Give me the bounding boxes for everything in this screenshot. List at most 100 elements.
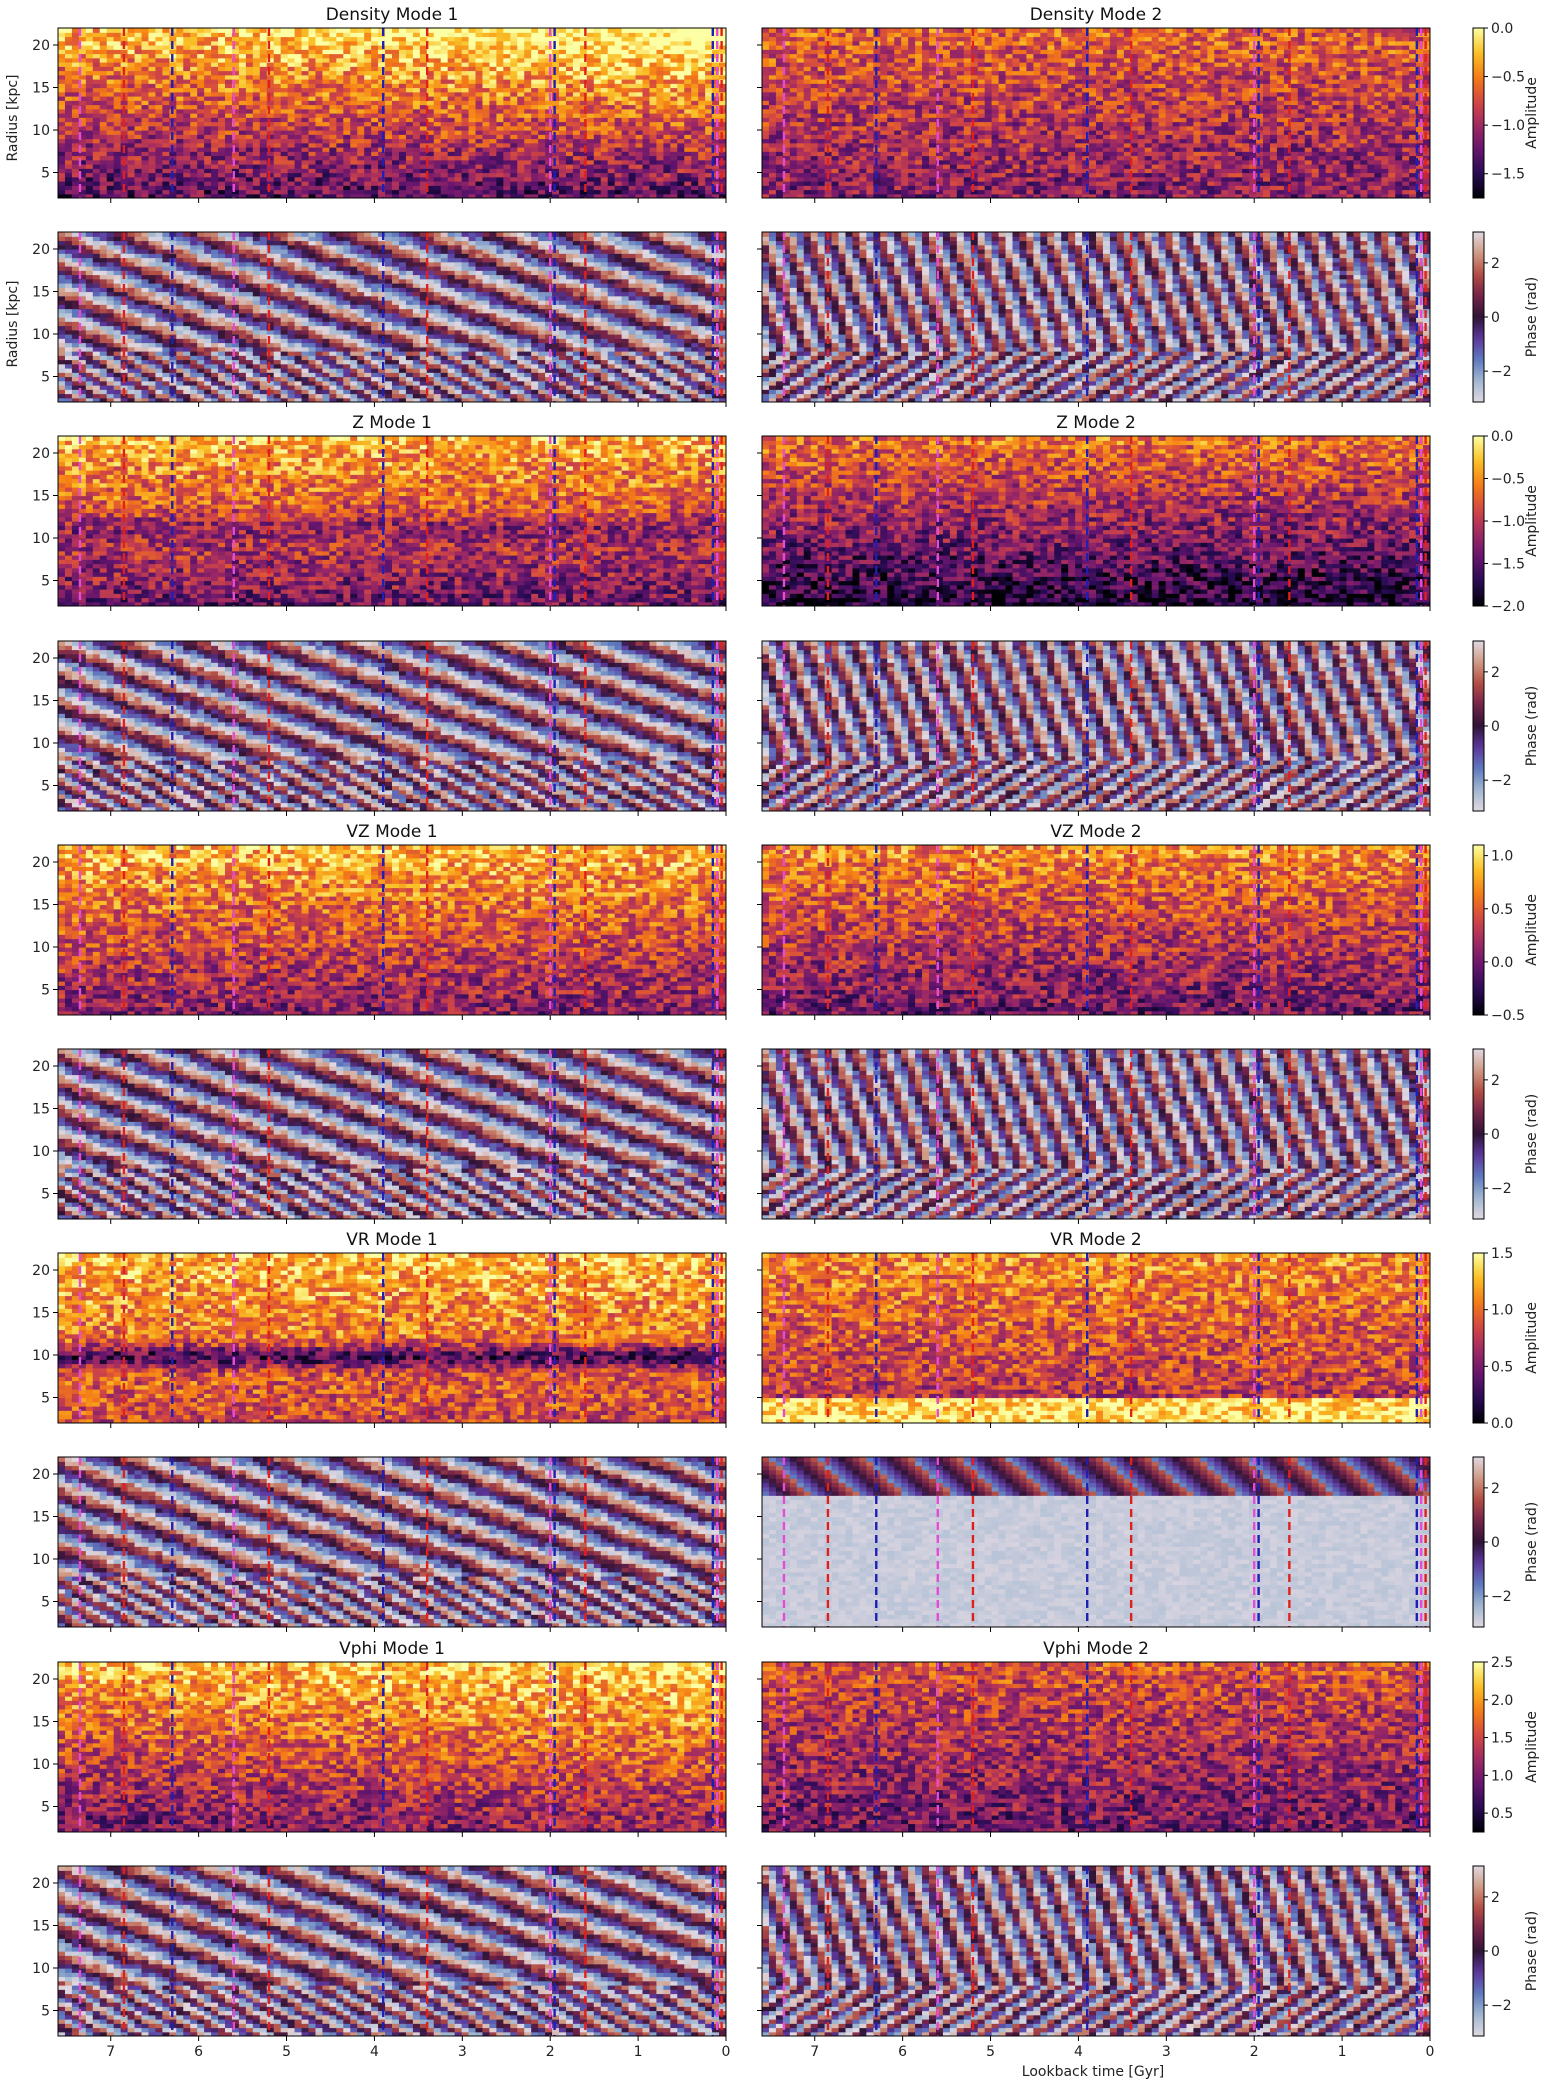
heatmap-cell (656, 41, 664, 46)
heatmap-cell (58, 177, 66, 182)
heatmap-cell (531, 41, 539, 46)
heatmap-cell (776, 190, 784, 195)
heatmap-cell (601, 83, 609, 88)
heatmap-cell (790, 173, 798, 178)
heatmap-cell (253, 173, 261, 178)
heatmap-cell (455, 122, 463, 127)
heatmap-cell (448, 54, 456, 59)
heatmap-cell (413, 88, 421, 93)
heatmap-cell (510, 37, 518, 42)
heatmap-cell (322, 147, 330, 152)
heatmap-cell (705, 168, 713, 173)
heatmap-cell (399, 143, 407, 148)
heatmap-cell (524, 164, 532, 169)
heatmap-cell (594, 79, 602, 84)
heatmap-cell (225, 181, 233, 186)
heatmap-cell (656, 122, 664, 127)
heatmap-cell (343, 105, 351, 110)
heatmap-cell (72, 105, 80, 110)
heatmap-cell (211, 181, 219, 186)
heatmap-cell (260, 92, 268, 97)
heatmap-cell (476, 37, 484, 42)
heatmap-cell (677, 160, 685, 165)
heatmap-cell (121, 37, 129, 42)
heatmap-cell (295, 151, 303, 156)
heatmap-cell (336, 126, 344, 131)
heatmap-cell (302, 66, 310, 71)
heatmap-cell (162, 134, 170, 139)
heatmap-cell (1068, 181, 1076, 186)
heatmap-cell (1200, 168, 1208, 173)
heatmap-cell (315, 88, 323, 93)
heatmap-cell (615, 113, 623, 118)
heatmap-cell (531, 185, 539, 190)
heatmap-cell (169, 62, 177, 67)
heatmap-cell (155, 130, 163, 135)
heatmap-cell (1082, 164, 1090, 169)
heatmap-cell (636, 160, 644, 165)
heatmap-cell (943, 185, 951, 190)
heatmap-cell (587, 92, 595, 97)
heatmap-cell (225, 156, 233, 161)
heatmap-cell (866, 181, 874, 186)
heatmap-cell (587, 49, 595, 54)
heatmap-cell (155, 147, 163, 152)
heatmap-cell (566, 134, 574, 139)
heatmap-cell (517, 139, 525, 144)
heatmap-cell (315, 160, 323, 165)
heatmap-cell (162, 66, 170, 71)
heatmap-cell (559, 45, 567, 50)
heatmap-cell (832, 168, 840, 173)
heatmap-cell (1047, 164, 1055, 169)
heatmap-cell (698, 62, 706, 67)
heatmap-cell (448, 92, 456, 97)
heatmap-cell (1075, 151, 1083, 156)
heatmap-cell (343, 62, 351, 67)
heatmap-cell (58, 79, 66, 84)
heatmap-cell (281, 49, 289, 54)
heatmap-cell (1054, 156, 1062, 161)
heatmap-cell (107, 190, 115, 195)
heatmap-cell (489, 164, 497, 169)
heatmap-cell (929, 164, 937, 169)
heatmap-cell (65, 168, 73, 173)
heatmap-cell (281, 71, 289, 76)
heatmap-cell (448, 117, 456, 122)
heatmap-cell (615, 66, 623, 71)
heatmap-cell (705, 109, 713, 114)
heatmap-cell (978, 164, 986, 169)
heatmap-cell (176, 41, 184, 46)
heatmap-cell (114, 126, 122, 131)
heatmap-cell (420, 88, 428, 93)
heatmap-cell (239, 190, 247, 195)
heatmap-cell (406, 100, 414, 105)
heatmap-cell (392, 185, 400, 190)
heatmap-cell (128, 105, 136, 110)
heatmap-cell (204, 177, 212, 182)
heatmap-cell (93, 79, 101, 84)
heatmap-cell (698, 58, 706, 63)
heatmap-cell (441, 88, 449, 93)
heatmap-cell (691, 185, 699, 190)
heatmap-cell (148, 32, 156, 37)
heatmap-cell (985, 156, 993, 161)
heatmap-cell (1075, 147, 1083, 152)
heatmap-cell (594, 156, 602, 161)
heatmap-cell (218, 126, 226, 131)
heatmap-cell (1388, 177, 1396, 182)
heatmap-cell (1082, 173, 1090, 178)
heatmap-cell (559, 71, 567, 76)
heatmap-cell (1263, 156, 1271, 161)
heatmap-cell (698, 83, 706, 88)
heatmap-cell (107, 83, 115, 88)
heatmap-cell (58, 92, 66, 97)
heatmap-cell (246, 185, 254, 190)
heatmap-cell (649, 181, 657, 186)
heatmap-cell (246, 83, 254, 88)
heatmap-cell (1180, 177, 1188, 182)
heatmap-cell (552, 37, 560, 42)
heatmap-cell (880, 185, 888, 190)
heatmap-cell (943, 168, 951, 173)
heatmap-cell (698, 130, 706, 135)
heatmap-cell (343, 41, 351, 46)
